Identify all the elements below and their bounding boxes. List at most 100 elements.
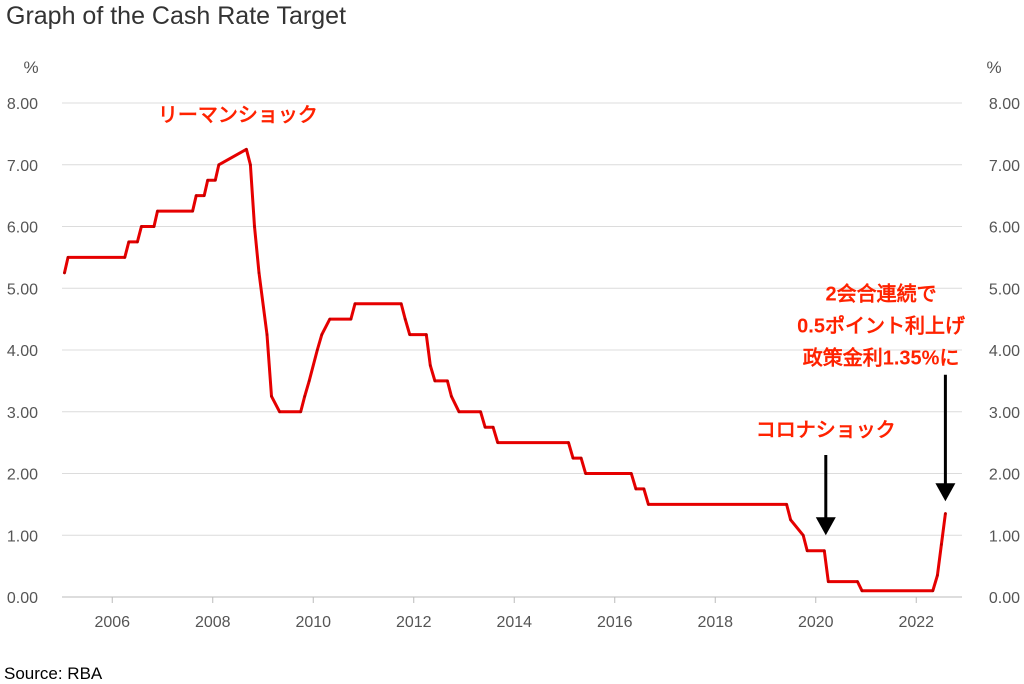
data-point <box>785 503 788 506</box>
data-point <box>152 225 156 228</box>
y-tick-label-left: 0.00 <box>7 590 38 607</box>
data-point <box>245 148 248 151</box>
y-tick-label-right: 5.00 <box>989 281 1020 298</box>
data-point <box>265 333 269 336</box>
data-point <box>403 317 407 321</box>
annotation-label: コロナショック <box>756 418 896 441</box>
data-point <box>429 364 432 367</box>
chart-title: Graph of the Cash Rate Target <box>6 2 347 30</box>
x-tick-label: 2008 <box>195 614 231 631</box>
data-point <box>257 271 261 275</box>
data-point <box>214 178 217 182</box>
data-point <box>457 410 461 414</box>
y-tick-label-left: 8.00 <box>7 96 38 113</box>
data-point <box>278 410 281 414</box>
data-point <box>349 317 353 321</box>
data-point <box>425 333 428 336</box>
data-point <box>156 209 159 213</box>
y-tick-label-right: 1.00 <box>989 528 1020 545</box>
data-point <box>136 240 139 244</box>
data-point <box>253 225 256 228</box>
data-point <box>140 225 143 228</box>
y-tick-label-right: 4.00 <box>989 343 1020 360</box>
data-point <box>642 487 646 491</box>
y-tick-label-left: 5.00 <box>7 281 38 298</box>
y-tick-label-left: 4.00 <box>7 343 38 360</box>
data-point <box>584 472 587 475</box>
data-point <box>827 580 830 583</box>
y-axis-right: 0.00 1.00 2.00 3.00 4.00 5.00 6.00 7.00 8.00 <box>989 96 1020 607</box>
data-point <box>194 194 198 197</box>
x-tick-label: 2020 <box>798 614 834 631</box>
annotation-arrow-head <box>935 483 956 502</box>
y-axis-left: 0.00 1.00 2.00 3.00 4.00 5.00 6.00 7.00 8.00 <box>7 96 38 607</box>
data-point <box>940 543 943 546</box>
data-point <box>328 317 332 321</box>
data-point <box>634 487 638 491</box>
x-tick-label: 2018 <box>697 614 733 631</box>
data-point <box>789 518 792 522</box>
y-tick-label-right: 0.00 <box>989 590 1020 607</box>
data-point <box>191 209 194 213</box>
data-point <box>931 589 935 593</box>
data-point <box>408 333 412 336</box>
x-tick-label: 2014 <box>496 614 532 631</box>
x-tick-label: 2012 <box>396 614 432 631</box>
x-tick-label: 2016 <box>597 614 633 631</box>
data-point <box>630 472 633 475</box>
y-unit-right: % <box>986 58 1001 77</box>
y-tick-label-right: 8.00 <box>989 96 1020 113</box>
data-point <box>446 379 449 383</box>
data-point <box>571 456 575 460</box>
data-point <box>299 410 303 414</box>
data-point <box>479 410 482 414</box>
data-point <box>647 503 650 506</box>
data-point <box>66 256 70 259</box>
series-line <box>63 147 947 593</box>
series-layer <box>63 147 947 593</box>
data-point <box>856 580 859 583</box>
data-point <box>202 194 206 197</box>
annotation-label: リーマンショック <box>158 104 318 127</box>
data-point <box>483 425 487 429</box>
y-unit-left: % <box>23 58 38 77</box>
data-point <box>217 163 221 167</box>
y-tick-label-left: 1.00 <box>7 528 38 545</box>
data-point <box>353 302 357 306</box>
y-tick-label-left: 3.00 <box>7 405 38 422</box>
data-point <box>63 271 66 275</box>
data-point <box>567 441 570 444</box>
data-point <box>320 333 324 336</box>
annotation-label-line: 2会合連続で <box>826 282 937 306</box>
y-tick-label-right: 3.00 <box>989 405 1020 422</box>
data-point <box>307 379 311 383</box>
x-axis: 2006 2008 2010 2012 2014 2016 2018 2020 2022 <box>62 596 962 631</box>
annotation-label-line: 0.5ポイント利上げ <box>797 314 966 338</box>
data-point <box>823 549 826 552</box>
data-point <box>399 302 403 306</box>
data-point <box>123 256 127 259</box>
y-tick-label-left: 2.00 <box>7 467 38 484</box>
data-point <box>579 456 583 460</box>
y-tick-label-right: 2.00 <box>989 467 1020 484</box>
data-point <box>433 379 437 383</box>
data-point <box>936 574 939 577</box>
x-tick-label: 2006 <box>94 614 130 631</box>
source-note: Source: RBA <box>4 664 103 683</box>
x-tick-label: 2022 <box>898 614 934 631</box>
data-point <box>303 395 307 398</box>
y-tick-label-left: 6.00 <box>7 220 38 237</box>
x-tick-label: 2010 <box>295 614 331 631</box>
annotation-arrow-head <box>815 517 836 536</box>
data-point <box>206 178 209 182</box>
y-tick-label-right: 6.00 <box>989 220 1020 237</box>
data-point <box>860 589 864 593</box>
data-point <box>316 348 319 352</box>
data-point <box>944 512 947 515</box>
data-point <box>249 163 252 167</box>
y-tick-label-right: 7.00 <box>989 158 1020 175</box>
data-point <box>270 395 273 398</box>
data-point <box>801 534 805 537</box>
